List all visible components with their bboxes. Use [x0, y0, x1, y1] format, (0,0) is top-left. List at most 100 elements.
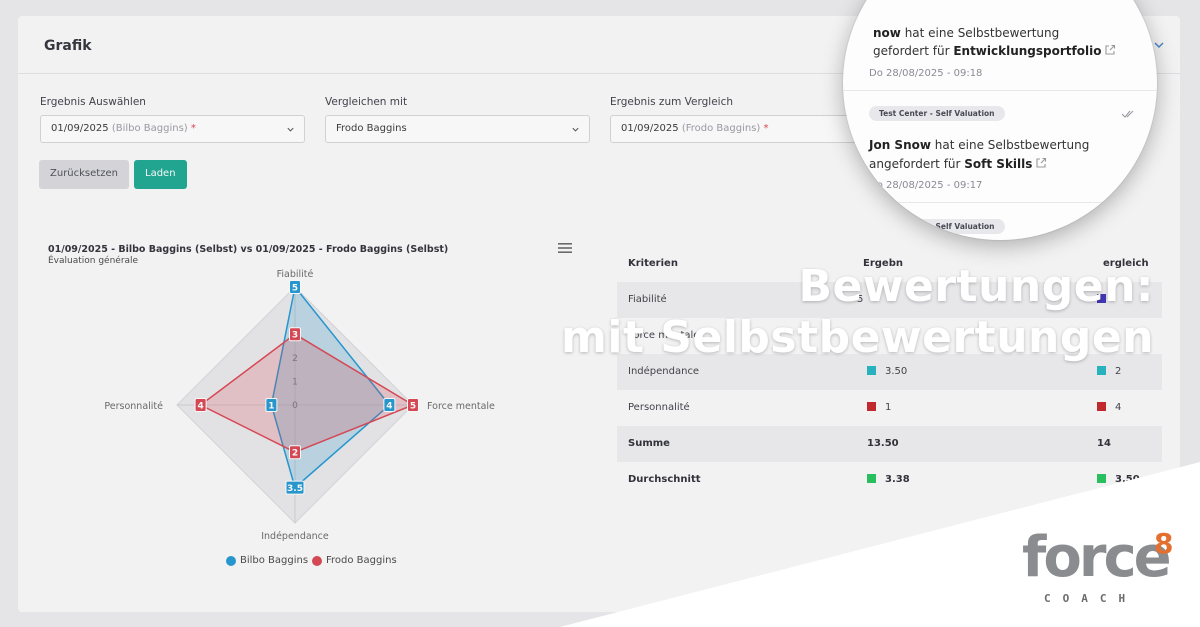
criterion-cell: Fiabilité — [628, 294, 667, 305]
color-swatch — [867, 474, 876, 483]
result-cell: 5 — [857, 294, 864, 305]
notification-date: Do 28/08/2025 - 09:17 — [869, 180, 983, 191]
notification-action: hat eine Selbstbewertung — [930, 138, 1090, 152]
legend-item-bilbo[interactable]: Bilbo Baggins — [226, 555, 308, 566]
required-mark: * — [763, 123, 769, 134]
axis-label: Force mentale — [427, 401, 495, 412]
external-edit-icon[interactable] — [1035, 157, 1047, 169]
legend-label: Frodo Baggins — [326, 555, 397, 566]
card-header: Grafik — [18, 16, 1180, 74]
notification-date: Do 28/08/2025 - 09:18 — [869, 68, 983, 79]
compare-result-date: 01/09/2025 — [621, 123, 679, 134]
data-label-box — [289, 327, 301, 342]
notification-magnifier: now hat eine Selbstbewertung gefordert f… — [843, 0, 1157, 240]
average-label: Durchschnitt — [628, 474, 701, 485]
logo-eight: 8 — [1154, 527, 1174, 560]
table-row: Indépendance 3.50 2 — [617, 354, 1162, 390]
data-label-box — [285, 480, 305, 495]
column-header-result: Ergebn — [863, 258, 903, 269]
tick-label: 0 — [292, 401, 298, 411]
data-label: 5 — [292, 284, 298, 294]
sum-compare: 14 — [1097, 438, 1111, 449]
axis-label: Personnalité — [104, 401, 163, 412]
notification-link[interactable]: Entwicklungsportfolio — [953, 44, 1102, 58]
headline-line-1: Bewertungen: — [798, 261, 1154, 312]
compare-cell — [1097, 294, 1115, 305]
divider — [843, 90, 1157, 91]
compare-cell: 2 — [1097, 366, 1121, 377]
table-row: Force mentale — [617, 318, 1162, 354]
compare-select[interactable]: Frodo Baggins — [325, 115, 590, 143]
double-check-icon — [1121, 110, 1134, 118]
notification-text[interactable]: angefordert für Soft Skills — [869, 155, 1047, 173]
notification-link[interactable]: Soft Skills — [964, 157, 1033, 171]
legend-marker — [226, 555, 236, 566]
legend-item-frodo[interactable]: Frodo Baggins — [312, 555, 397, 566]
color-swatch — [1097, 366, 1106, 375]
data-label: 4 — [197, 402, 203, 412]
radar-chart: 0 1 2 3 Fiabilité Force mentale Indépendance Pe… — [104, 269, 495, 542]
average-result-value: 3.38 — [885, 474, 910, 485]
data-label: 2 — [292, 449, 298, 459]
compare-result-select[interactable]: 01/09/2025 (Frodo Baggins) * — [610, 115, 875, 143]
column-header-compare: ergleich — [1103, 258, 1149, 269]
average-row: Durchschnitt 3.38 3.50 — [617, 462, 1162, 498]
chart-title: 01/09/2025 - Bilbo Baggins (Selbst) vs 0… — [48, 244, 449, 255]
chevron-down-icon[interactable] — [1152, 38, 1166, 52]
data-label-box — [383, 398, 396, 412]
divider — [843, 202, 1157, 203]
data-label: 3 — [292, 331, 298, 341]
notification-prefix: angefordert für — [869, 157, 965, 171]
axis-label: Indépendance — [261, 531, 329, 542]
legend-marker — [312, 555, 322, 566]
column-header-criteria: Kriterien — [628, 258, 678, 269]
data-label: 1 — [268, 402, 274, 412]
required-mark: * — [190, 123, 196, 134]
load-button[interactable]: Laden — [134, 160, 187, 189]
external-edit-icon[interactable] — [1104, 44, 1116, 56]
color-swatch — [1097, 294, 1106, 303]
criterion-cell: Indépendance — [628, 366, 700, 377]
result-value: 3.50 — [885, 366, 908, 377]
color-swatch — [1097, 474, 1106, 483]
data-label-box — [265, 398, 278, 412]
result-cell: 3.50 — [867, 366, 907, 377]
tick-label: 1 — [292, 377, 298, 387]
compare-result-name: (Frodo Baggins) — [681, 123, 761, 134]
average-result: 3.38 — [867, 474, 910, 485]
logo-coach: COACH — [1044, 592, 1138, 605]
sum-label: Summe — [628, 438, 670, 449]
average-compare-value: 3.50 — [1115, 474, 1140, 485]
notification-text[interactable]: gefordert für Entwicklungsportfolio — [873, 42, 1116, 60]
notification-text: Jon Snow hat eine Selbstbewertung — [869, 136, 1089, 154]
notification-tag: Test Center - Self Valuation — [869, 106, 1005, 121]
headline-line-2: mit Selbstbewertungen — [561, 312, 1154, 363]
data-label-box — [289, 445, 301, 460]
notification-tag: Test Center - Self Valuation — [869, 219, 1005, 234]
color-swatch — [867, 366, 876, 375]
result-name: (Bilbo Baggins) — [111, 123, 188, 134]
compare-result-label: Ergebnis zum Vergleich — [610, 96, 734, 108]
data-label: 4 — [386, 402, 392, 412]
notification-text: now hat eine Selbstbewertung — [873, 24, 1059, 42]
chart-subtitle: Évaluation générale — [48, 256, 139, 266]
table-row: Fiabilité 5 — [617, 282, 1162, 318]
table-row: Personnalité 1 4 — [617, 390, 1162, 426]
compare-cell: 4 — [1097, 402, 1121, 413]
data-label: 3.5 — [287, 484, 303, 494]
compare-value: Frodo Baggins — [336, 123, 407, 134]
sum-result: 13.50 — [867, 438, 899, 449]
reset-button[interactable]: Zurücksetzen — [39, 160, 129, 189]
table-header: Kriterien Ergebn ergleich — [617, 246, 1162, 282]
criterion-cell: Force mentale — [628, 330, 700, 341]
data-label-box — [194, 398, 207, 412]
result-date: 01/09/2025 — [51, 123, 109, 134]
hamburger-menu-icon[interactable] — [558, 242, 572, 254]
notification-action: hat eine Selbstbewertung — [900, 26, 1060, 40]
result-cell: 1 — [867, 402, 891, 413]
color-swatch — [867, 402, 876, 411]
result-select[interactable]: 01/09/2025 (Bilbo Baggins) * — [40, 115, 305, 143]
criterion-cell: Personnalité — [628, 402, 690, 413]
compare-value: 4 — [1115, 402, 1122, 413]
